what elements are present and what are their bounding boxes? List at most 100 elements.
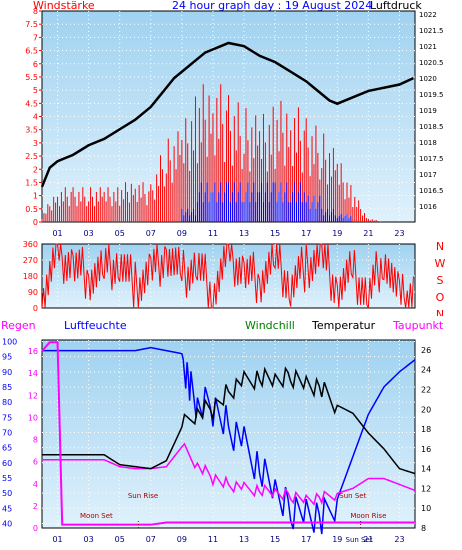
wind-x-tick-label: 13: [239, 229, 249, 238]
compass-label: N: [436, 240, 444, 253]
humidity-label: Luftfeuchte: [64, 319, 127, 332]
wind-pressure-chart: 8 7.5 7 6.5 6 5.5 5 4.5 4 3.5 3 2.5 2 1.5 1 0.5 0 1022 102…: [25, 7, 444, 238]
rain-tick-label: 10: [28, 413, 38, 422]
wind-x-tick-label: 05: [115, 229, 125, 238]
climate-x-tick-label: 15: [270, 535, 280, 544]
pressure-line: [40, 41, 414, 188]
pressure-tick-label: 1020.5: [419, 59, 444, 67]
pressure-tick-label: 1020: [419, 75, 437, 83]
rain-tick-label: 2: [33, 502, 38, 511]
temperature-tick-label: 8: [421, 524, 426, 533]
climate-x-tick-label: 17: [301, 535, 311, 544]
humidity-tick-label: 40: [2, 519, 12, 528]
wind-x-tick-label: 03: [84, 229, 94, 238]
climate-x-tick-label: 03: [84, 535, 94, 544]
rain-label: Regen: [1, 319, 36, 332]
pressure-tick-label: 1016: [419, 203, 437, 211]
temperature-tick-label: 24: [421, 366, 431, 375]
temperature-tick-label: 26: [421, 346, 431, 355]
direction-plot-area: [41, 243, 416, 309]
humidity-tick-label: 50: [2, 489, 12, 498]
pressure-tick-label: 1017.5: [419, 155, 444, 163]
pressure-tick-label: 1022: [419, 11, 437, 19]
temperature-label: Temperatur: [312, 319, 376, 332]
dewpoint-line: [42, 442, 416, 506]
wind-x-tick-label: 23: [394, 229, 404, 238]
pressure-tick-label: 1019: [419, 107, 437, 115]
direction-tick-label: 180: [23, 272, 38, 281]
sun-rise-label: Sun Rise: [128, 492, 158, 500]
dewpoint-label: Taupunkt: [393, 319, 444, 332]
wind-tick-label-left: 7: [33, 33, 38, 42]
wind-tick-label-left: 8: [33, 7, 38, 16]
pressure-label: Luftdruck: [370, 0, 422, 12]
humidity-tick-label: 100: [2, 338, 17, 347]
climate-x-tick-label: 11: [208, 535, 218, 544]
wind-x-tick-label: 19: [332, 229, 342, 238]
rain-line: [41, 341, 415, 526]
wind-tick-label-left: 4.5: [25, 99, 38, 108]
pressure-tick-label: 1021.5: [419, 27, 444, 35]
wind-tick-label-left: 6.5: [25, 47, 38, 56]
pressure-tick-label: 1017: [419, 171, 437, 179]
pressure-tick-label: 1018.5: [419, 123, 444, 131]
rain-tick-label: 14: [28, 369, 38, 378]
wind-x-tick-label: 17: [301, 229, 311, 238]
climate-x-tick-label: 01: [52, 535, 62, 544]
pressure-tick-label: 1021: [419, 43, 437, 51]
rain-tick-label: 8: [33, 436, 38, 445]
wind-tick-label-left: 3: [33, 139, 38, 148]
wind-strength-label: Windstärke: [33, 0, 95, 12]
wind-x-tick-label: 11: [208, 229, 218, 238]
pressure-tick-label: 1016.5: [419, 187, 444, 195]
temperature-humidity-chart: 1009590858075706560555045401614121086420…: [2, 338, 431, 544]
wind-tick-label-left: 1.5: [25, 178, 38, 187]
temperature-tick-label: 10: [421, 504, 431, 513]
wind-tick-label-left: 2: [33, 165, 38, 174]
wind-tick-label-left: 0.5: [25, 205, 38, 214]
wind-tick-label-left: 0: [33, 218, 38, 227]
climate-x-tick-label: 07: [146, 535, 156, 544]
humidity-tick-label: 60: [2, 459, 12, 468]
compass-label: N: [436, 308, 444, 316]
direction-tick-label: 360: [23, 240, 38, 249]
wind-tick-label-left: 1: [33, 192, 38, 201]
climate-x-tick-label: 19: [332, 535, 342, 544]
wind-direction-line: [41, 243, 414, 309]
compass-label: S: [437, 274, 444, 287]
moon-rise-label: Moon Rise: [350, 512, 386, 520]
humidity-tick-label: 80: [2, 398, 12, 407]
humidity-tick-label: 75: [2, 413, 12, 422]
direction-tick-label: 0: [33, 304, 38, 313]
temperature-tick-label: 16: [421, 445, 431, 454]
wind-tick-label-left: 4: [33, 113, 38, 122]
rain-tick-label: 16: [28, 347, 38, 356]
climate-x-tick-label: 13: [239, 535, 249, 544]
rain-tick-label: 6: [33, 458, 38, 467]
wind-tick-label-left: 3.5: [25, 126, 38, 135]
wind-tick-label-left: 6: [33, 60, 38, 69]
compass-label: O: [436, 291, 445, 304]
temperature-tick-label: 18: [421, 425, 431, 434]
temperature-line: [42, 366, 416, 475]
climate-plot-area: [41, 339, 416, 529]
humidity-tick-label: 55: [2, 474, 12, 483]
pressure-tick-label: 1018: [419, 139, 437, 147]
wind-tick-label-left: 7.5: [25, 20, 38, 29]
humidity-tick-label: 45: [2, 504, 12, 513]
humidity-tick-label: 70: [2, 428, 12, 437]
climate-x-tick-label: 09: [177, 535, 187, 544]
humidity-tick-label: 65: [2, 444, 12, 453]
rain-tick-label: 12: [28, 391, 38, 400]
temperature-tick-label: 22: [421, 385, 431, 394]
compass-label: W: [435, 257, 446, 270]
rain-tick-label: 4: [33, 480, 38, 489]
pressure-tick-label: 1019.5: [419, 91, 444, 99]
direction-tick-label: 270: [23, 256, 38, 265]
direction-tick-label: 90: [28, 288, 38, 297]
climate-x-tick-label: 21: [363, 535, 373, 544]
wind-x-tick-label: 09: [177, 229, 187, 238]
humidity-tick-label: 85: [2, 383, 12, 392]
temperature-tick-label: 12: [421, 484, 431, 493]
